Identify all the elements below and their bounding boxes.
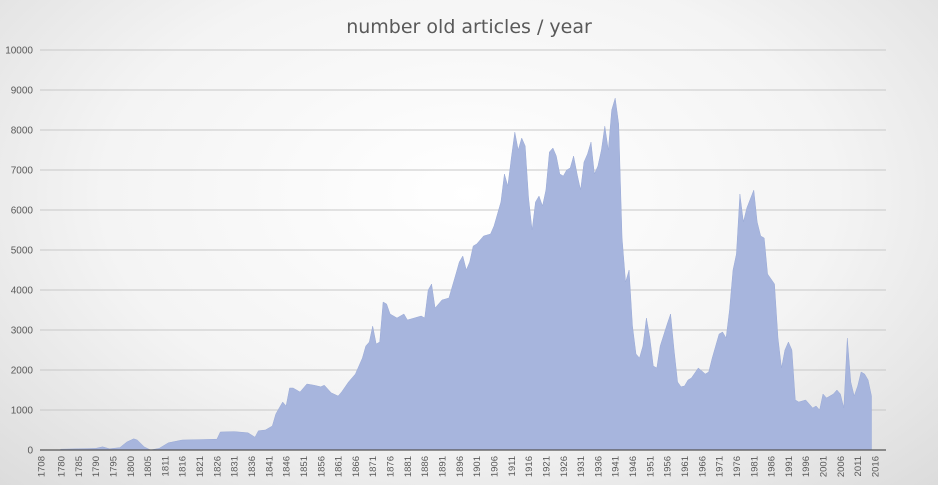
x-tick-label: 1966 (697, 456, 708, 477)
x-tick-label: 1836 (247, 456, 258, 477)
x-tick-label: 1981 (749, 456, 760, 477)
y-tick-label: 4000 (11, 286, 34, 297)
x-tick-label: 1901 (472, 456, 483, 477)
x-tick-label: 1961 (680, 456, 691, 477)
x-tick-label: 1946 (628, 456, 639, 477)
x-tick-label: 1881 (403, 456, 414, 477)
x-tick-label: 1790 (91, 456, 102, 477)
chart-title: number old articles / year (346, 16, 592, 38)
x-tick-label: 1906 (490, 456, 501, 477)
x-tick-label: 1886 (420, 456, 431, 477)
x-tick-label: 1926 (559, 456, 570, 477)
x-tick-label: 1841 (264, 456, 275, 477)
x-tick-label: 1931 (576, 456, 587, 477)
x-tick-label: 1986 (767, 456, 778, 477)
x-tick-label: 1891 (438, 456, 449, 477)
x-tick-label: 1911 (507, 456, 518, 476)
x-tick-label: 1861 (334, 456, 345, 477)
x-tick-label: 1996 (801, 456, 812, 477)
y-tick-label: 10000 (5, 46, 33, 57)
x-axis-tick-labels: 1708 1780 1785 1790 1795 1800 1805 1811 1816 1821… (37, 456, 882, 477)
x-tick-label: 1936 (593, 456, 604, 477)
y-tick-label: 8000 (11, 126, 34, 137)
x-tick-label: 1780 (57, 456, 68, 477)
x-tick-label: 1805 (143, 456, 154, 477)
x-tick-label: 1846 (282, 456, 293, 477)
x-tick-label: 1708 (37, 456, 48, 477)
x-tick-label: 1896 (455, 456, 466, 477)
x-tick-label: 1856 (316, 456, 327, 477)
x-tick-label: 1816 (178, 456, 189, 477)
x-tick-label: 1831 (230, 456, 241, 477)
y-tick-label: 7000 (11, 166, 34, 177)
x-tick-label: 2016 (871, 456, 882, 477)
x-tick-label: 1826 (212, 456, 223, 477)
x-tick-label: 1991 (784, 456, 795, 477)
x-tick-label: 1851 (299, 456, 310, 477)
x-tick-label: 1951 (645, 456, 656, 477)
x-tick-label: 1785 (74, 456, 85, 477)
x-tick-label: 1876 (386, 456, 397, 477)
y-tick-label: 2000 (11, 366, 34, 377)
y-tick-label: 5000 (11, 246, 34, 257)
x-tick-label: 1795 (109, 456, 120, 477)
x-tick-label: 2006 (836, 456, 847, 477)
y-axis-tick-labels: 0 1000 2000 3000 4000 5000 6000 7000 8000 9000 100… (5, 46, 33, 457)
x-tick-label: 1811 (160, 456, 171, 476)
x-tick-label: 1821 (195, 456, 206, 477)
area-series (41, 97, 872, 451)
y-tick-label: 0 (27, 446, 33, 457)
x-tick-label: 1921 (541, 456, 552, 477)
x-tick-label: 2001 (819, 456, 830, 477)
y-tick-label: 6000 (11, 206, 34, 217)
x-tick-label: 2011 (853, 456, 864, 476)
x-tick-label: 1956 (663, 456, 674, 477)
x-tick-label: 1916 (524, 456, 535, 477)
x-tick-label: 1866 (351, 456, 362, 477)
y-tick-label: 9000 (11, 86, 34, 97)
x-tick-label: 1971 (715, 456, 726, 477)
x-tick-label: 1976 (732, 456, 743, 477)
y-tick-label: 1000 (11, 406, 34, 417)
x-tick-label: 1871 (368, 456, 379, 477)
x-tick-label: 1800 (126, 456, 137, 477)
y-tick-label: 3000 (11, 326, 34, 337)
gridlines (40, 49, 886, 411)
x-tick-label: 1941 (611, 456, 622, 477)
